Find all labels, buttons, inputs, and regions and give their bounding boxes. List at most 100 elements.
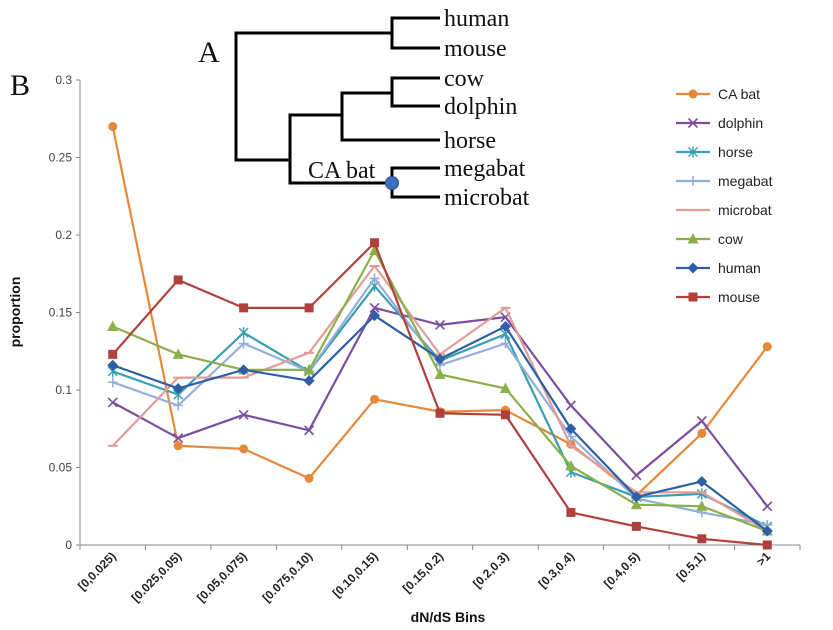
series-line-megabat [112,277,768,526]
series-human [107,310,773,537]
data-point-dolphin [173,432,184,444]
x-axis-title: dN/dS Bins [411,609,486,625]
series-line-mouse [111,241,768,547]
series-line-microbat [111,264,768,532]
legend-label: CA bat [718,86,760,102]
data-point-mouse [500,410,510,420]
data-point-dolphin [434,319,446,330]
series-line-horse [112,285,768,528]
data-point-megabat [500,338,511,349]
ca-bat-node-marker [385,176,399,190]
data-point-mouse [697,534,707,544]
data-point-cow [565,459,577,471]
legend-marker [688,292,698,302]
data-point-ca-bat [697,428,707,438]
data-point-ca-bat [370,394,380,404]
data-point-human [107,359,119,371]
data-point-human [369,310,381,322]
series-horse [107,280,773,532]
data-point-human [303,375,315,387]
data-point-human [434,353,446,365]
legend-marker [688,146,698,158]
y-tick-label: 0.25 [49,151,73,165]
data-point-mouse [108,349,118,359]
x-tick-label: [0.05,0.075) [194,549,250,605]
tree-leaf-mouse: mouse [444,36,507,62]
tree-leaf-dolphin: dolphin [444,94,517,120]
data-point-cow [107,320,119,331]
legend-item-dolphin: dolphin [676,115,763,131]
legend-label: cow [718,231,744,247]
legend-label: horse [718,144,753,160]
legend-label: human [718,260,761,276]
data-point-ca-bat [762,342,772,352]
series-line-dolphin [112,306,769,507]
series-ca-bat [108,122,772,500]
series-mouse [108,238,772,550]
data-point-ca-bat [173,441,183,451]
data-point-human [761,525,773,537]
data-point-human [565,423,577,435]
tree-leaf-horse: horse [444,128,496,154]
x-tick-label: [0.3,0.4) [536,549,578,591]
data-point-ca-bat [108,122,118,131]
data-point-dolphin [238,409,249,420]
data-point-ca-bat [304,473,314,483]
panel-label-a: A [198,36,220,69]
data-point-dolphin [565,400,576,411]
legend-item-ca-bat: CA bat [676,86,760,102]
legend-item-megabat: megabat [676,173,773,189]
data-point-horse [238,327,249,339]
x-tick-label: [0.2,0.3) [470,549,512,591]
data-point-mouse [173,275,183,285]
legend-item-horse: horse [676,144,753,160]
data-point-cow [303,363,315,375]
data-point-megabat [369,273,380,284]
x-tick-label: [0,0.025) [75,549,119,593]
data-point-mouse [566,507,576,517]
data-point-human [696,475,708,487]
legend-label: mouse [718,289,760,305]
data-point-cow [172,348,184,359]
data-point-megabat [238,338,249,349]
legend-item-cow: cow [676,231,744,247]
y-axis-title: proportion [7,277,23,348]
data-point-dolphin [762,501,773,512]
legend-label: microbat [718,202,772,218]
x-tick-label: [0.025,0.05) [129,549,185,605]
legend-marker [688,176,698,186]
plot-area [107,122,773,550]
data-point-mouse [762,540,772,550]
y-tick-label: 0.15 [49,306,73,320]
legend-label: dolphin [718,115,763,131]
series-line-ca-bat [111,126,769,497]
legend: CA bat dolphin horse megabat microbat cow huma… [676,86,773,305]
data-point-human [499,320,511,332]
data-point-megabat [107,377,118,388]
legend-item-human: human [676,260,761,276]
series-dolphin [107,302,773,512]
legend-marker [688,89,698,99]
legend-item-microbat: microbat [676,202,772,218]
data-point-cow [499,382,511,393]
panel-label-b: B [10,69,30,102]
y-tick-label: 0.05 [49,461,73,475]
data-point-dolphin [304,425,315,436]
data-point-cow [630,498,642,510]
y-tick-label: 0.2 [55,228,72,242]
data-point-horse [696,488,707,500]
x-tick-label: [0.15,0.2) [400,549,446,595]
tree-leaf-microbat: microbat [444,185,530,211]
tree-leaf-megabat: megabat [444,156,526,182]
series-line-human [112,314,768,532]
data-point-ca-bat [239,444,249,454]
legend-marker [687,117,699,129]
legend-marker [687,262,699,274]
data-point-mouse [631,521,641,531]
data-point-human [172,382,184,394]
series-cow [107,244,773,536]
legend-marker [687,233,699,244]
